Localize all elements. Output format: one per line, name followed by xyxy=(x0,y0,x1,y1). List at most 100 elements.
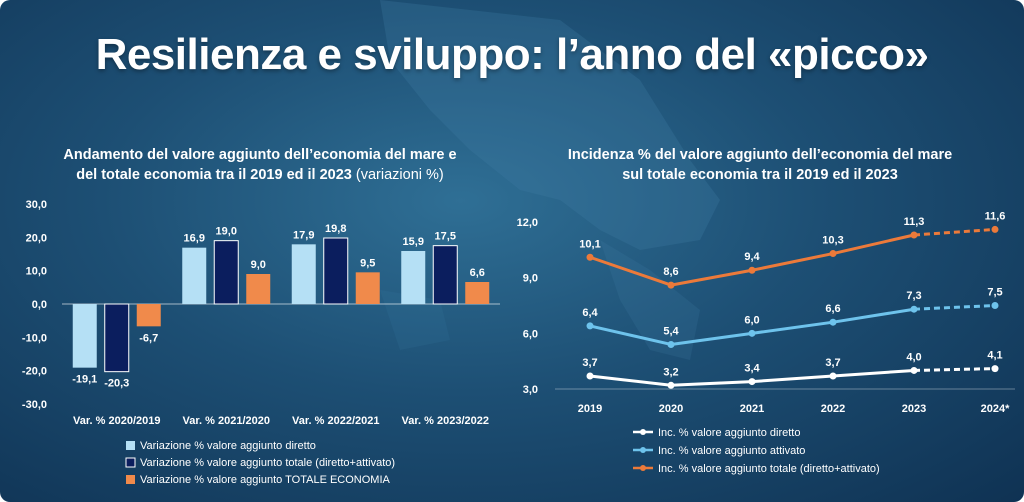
y-tick-label: 3,0 xyxy=(523,384,538,396)
bar-data-label: 19,8 xyxy=(325,223,346,235)
bar-data-label: 6,6 xyxy=(470,267,485,279)
y-tick-label: 9,0 xyxy=(523,273,538,285)
x-category-label: Var. % 2022/2021 xyxy=(292,415,379,427)
y-tick-label: 10,0 xyxy=(26,266,47,278)
legend-label: Inc. % valore aggiunto attivato xyxy=(658,445,805,457)
bar xyxy=(432,245,458,305)
bar-chart-title-line2: del totale economia tra il 2019 ed il 20… xyxy=(76,167,352,183)
data-point xyxy=(586,322,594,330)
bar xyxy=(213,240,239,305)
bar xyxy=(323,237,349,305)
data-point xyxy=(829,372,837,380)
bar xyxy=(401,251,426,304)
point-data-label: 4,0 xyxy=(906,351,921,363)
point-data-label: 10,1 xyxy=(579,238,600,250)
data-point xyxy=(667,281,675,289)
data-point xyxy=(991,365,999,373)
y-tick-label: -30,0 xyxy=(22,399,47,411)
bar xyxy=(291,244,316,304)
legend-label: Variazione % valore aggiunto diretto xyxy=(140,440,316,452)
y-tick-label: 30,0 xyxy=(26,199,47,211)
bar-data-label: 17,9 xyxy=(293,229,314,241)
point-data-label: 8,6 xyxy=(663,266,678,278)
point-data-label: 5,4 xyxy=(663,325,679,337)
point-data-label: 7,3 xyxy=(906,290,921,302)
series-line-projection xyxy=(913,304,996,311)
y-tick-label: 0,0 xyxy=(32,299,47,311)
legend-marker xyxy=(640,429,646,435)
data-point xyxy=(991,225,999,233)
data-point xyxy=(829,318,837,326)
data-point xyxy=(586,253,594,261)
x-category-label: Var. % 2020/2019 xyxy=(73,415,160,427)
slide-title: Resilienza e sviluppo: l’anno del «picco… xyxy=(95,30,929,79)
data-point xyxy=(667,340,675,348)
bar-data-label: 15,9 xyxy=(403,236,424,248)
bar xyxy=(465,282,490,304)
line-chart-title-line1: Incidenza % del valore aggiunto dell’eco… xyxy=(567,147,953,163)
point-data-label: 7,5 xyxy=(987,287,1002,299)
x-tick-label: 2023 xyxy=(902,403,926,415)
data-point xyxy=(748,378,756,386)
bar xyxy=(72,304,97,368)
legend-marker xyxy=(640,465,646,471)
point-data-label: 6,6 xyxy=(825,303,840,315)
x-tick-label: 2021 xyxy=(740,403,764,415)
bar-data-label: -19,1 xyxy=(72,374,97,386)
point-data-label: 3,7 xyxy=(825,357,840,369)
x-tick-label: 2020 xyxy=(659,403,683,415)
y-tick-label: 20,0 xyxy=(26,232,47,244)
legend-label: Inc. % valore aggiunto diretto xyxy=(658,427,800,439)
y-tick-label: 12,0 xyxy=(517,217,538,229)
point-data-label: 11,6 xyxy=(985,210,1006,222)
legend-label: Inc. % valore aggiunto totale (diretto+a… xyxy=(658,463,880,475)
data-point xyxy=(667,381,675,389)
data-point xyxy=(748,266,756,274)
data-point xyxy=(991,302,999,309)
bar xyxy=(182,247,207,304)
data-point xyxy=(910,366,918,374)
x-category-label: Var. % 2021/2020 xyxy=(183,415,270,427)
legend-swatch xyxy=(125,457,136,468)
data-point xyxy=(910,305,918,313)
data-point xyxy=(829,250,837,258)
bar xyxy=(355,272,380,304)
data-point xyxy=(586,372,594,380)
bar-data-label: 19,0 xyxy=(216,226,237,238)
bar-data-label: -6,7 xyxy=(139,332,158,344)
legend-marker xyxy=(640,447,646,453)
point-data-label: 4,1 xyxy=(987,350,1002,362)
bar-data-label: 9,0 xyxy=(251,259,266,271)
series-line-projection xyxy=(913,227,996,237)
bar-chart-title-line1: Andamento del valore aggiunto dell’econo… xyxy=(63,147,457,163)
bar-chart-title-unit: (variazioni %) xyxy=(355,167,444,183)
x-category-label: Var. % 2023/2022 xyxy=(402,415,489,427)
x-tick-label: 2024* xyxy=(981,403,1010,415)
point-data-label: 3,2 xyxy=(663,366,678,378)
line-chart-title-line2: sul totale economia tra il 2019 ed il 20… xyxy=(622,167,898,183)
bar xyxy=(104,303,130,373)
bar-data-label: -20,3 xyxy=(104,378,129,390)
bar xyxy=(246,274,271,304)
point-data-label: 3,7 xyxy=(582,357,597,369)
point-data-label: 10,3 xyxy=(822,235,843,247)
y-tick-label: -20,0 xyxy=(22,366,47,378)
series-line-projection xyxy=(913,367,996,372)
bar xyxy=(136,304,161,327)
legend-label: Variazione % valore aggiunto totale (dir… xyxy=(140,457,395,469)
point-data-label: 6,0 xyxy=(744,314,759,326)
legend-label: Variazione % valore aggiunto TOTALE ECON… xyxy=(140,474,391,486)
legend-swatch xyxy=(126,475,135,484)
x-tick-label: 2022 xyxy=(821,403,845,415)
y-tick-label: -10,0 xyxy=(22,332,47,344)
x-tick-label: 2019 xyxy=(578,403,602,415)
bar-data-label: 16,9 xyxy=(184,233,205,245)
bar-data-label: 9,5 xyxy=(360,257,375,269)
bar-chart-title: Andamento del valore aggiunto dell’econo… xyxy=(20,145,500,185)
point-data-label: 6,4 xyxy=(582,307,598,319)
data-point xyxy=(748,329,756,337)
point-data-label: 11,3 xyxy=(904,216,925,228)
